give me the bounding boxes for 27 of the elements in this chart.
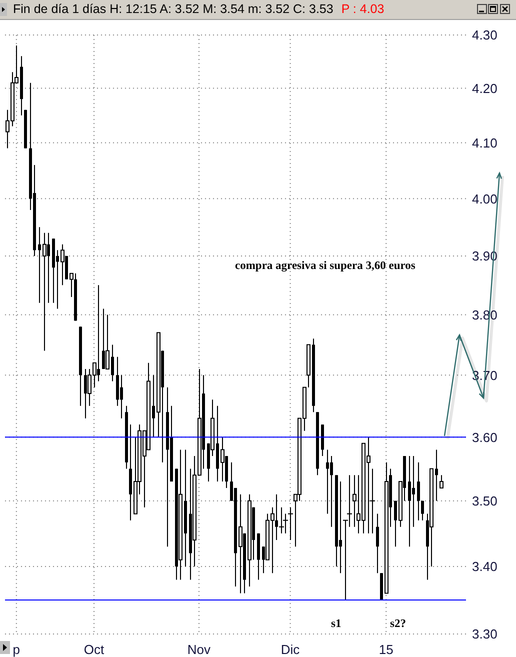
x-tick-label: Oct <box>84 642 104 657</box>
y-tick-label: 4.30 <box>472 28 498 43</box>
annotation: compra agresiva si supera 3,60 euros <box>235 260 416 272</box>
x-tick-label: Dic <box>280 642 300 657</box>
candlestick <box>421 500 424 521</box>
chart-subtitle: P : 4.03 <box>341 2 384 16</box>
y-tick-label: 3.50 <box>472 494 498 509</box>
candlestick <box>330 456 333 528</box>
annotation: s2? <box>390 618 406 630</box>
y-tick-label: 3.60 <box>472 430 498 445</box>
candlestick <box>417 462 420 521</box>
annotation: s1 <box>331 618 342 630</box>
x-tick-label: Nov <box>187 642 212 657</box>
y-tick-label: 4.10 <box>472 135 498 150</box>
y-tick-label: 4.00 <box>472 191 498 206</box>
x-tick-label: p <box>12 642 20 657</box>
x-tick-label: 15 <box>378 642 394 657</box>
chart-title: Fin de día 1 días H: 12:15 A: 3.52 M: 3.54 m: 3.52 C: 3.53 <box>13 2 334 16</box>
candlestick <box>408 456 411 548</box>
y-tick-label: 3.30 <box>472 626 498 642</box>
y-tick-label: 4.20 <box>472 80 498 96</box>
candlestick <box>326 449 329 514</box>
candlestick <box>120 374 123 419</box>
candlestick <box>376 513 379 574</box>
candlestick <box>440 474 444 488</box>
candlestick <box>412 456 415 528</box>
y-tick-label: 3.40 <box>472 559 498 574</box>
